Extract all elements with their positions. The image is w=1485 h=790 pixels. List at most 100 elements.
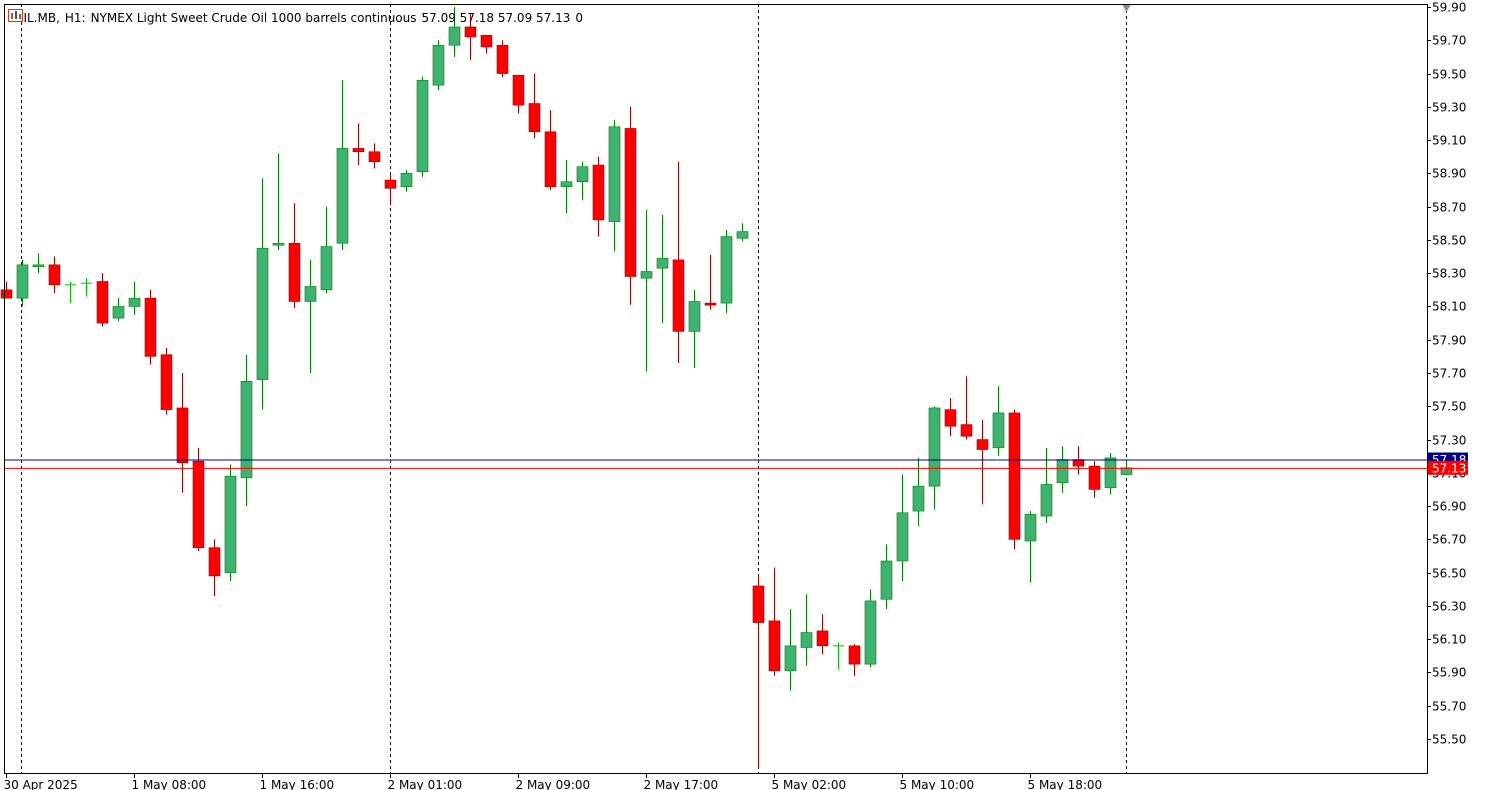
chart-shift-marker[interactable]	[1122, 5, 1131, 12]
candle-16[interactable]	[256, 178, 269, 410]
y-tick-label-12: 57.50	[1432, 400, 1466, 414]
candles[interactable]	[0, 7, 1133, 768]
candle-body	[624, 128, 637, 277]
candle-body	[176, 407, 189, 464]
candle-34[interactable]	[544, 110, 557, 190]
candle-0[interactable]	[0, 281, 13, 299]
candle-58[interactable]	[928, 406, 941, 510]
candle-17[interactable]	[272, 153, 285, 250]
candle-30[interactable]	[480, 34, 493, 54]
candle-24[interactable]	[384, 173, 397, 205]
candle-body	[880, 560, 893, 600]
candle-50[interactable]	[800, 594, 813, 666]
candle-27[interactable]	[432, 40, 445, 91]
candle-body	[128, 297, 141, 307]
candle-53[interactable]	[848, 644, 861, 676]
candle-body	[640, 271, 653, 279]
candle-body	[48, 264, 61, 286]
candle-51[interactable]	[816, 614, 829, 655]
y-tick-label-17: 56.50	[1432, 567, 1466, 581]
candle-6[interactable]	[96, 273, 109, 327]
candle-62[interactable]	[992, 386, 1005, 457]
candle-body	[688, 301, 701, 332]
candle-60[interactable]	[960, 376, 973, 440]
candle-7[interactable]	[112, 298, 125, 322]
candle-4[interactable]	[65, 281, 76, 304]
candle-28[interactable]	[448, 7, 461, 57]
candle-21[interactable]	[336, 80, 349, 250]
candle-41[interactable]	[656, 214, 669, 324]
candle-12[interactable]	[192, 447, 205, 552]
y-tick-label-15: 56.90	[1432, 500, 1466, 514]
candle-26[interactable]	[416, 76, 429, 177]
candle-47[interactable]	[752, 575, 765, 768]
candle-35[interactable]	[560, 160, 573, 214]
candle-body	[592, 164, 605, 221]
candle-64[interactable]	[1024, 511, 1037, 583]
candle-49[interactable]	[784, 609, 797, 691]
candle-48[interactable]	[768, 567, 781, 676]
candle-55[interactable]	[880, 544, 893, 610]
candle-9[interactable]	[144, 289, 157, 365]
candle-body	[528, 103, 541, 133]
candle-10[interactable]	[160, 348, 173, 415]
y-tick-label-19: 56.10	[1432, 633, 1466, 647]
candle-45[interactable]	[720, 229, 733, 314]
x-tick-label-6: 5 May 02:00	[772, 778, 847, 790]
y-tick-label-16: 56.70	[1432, 533, 1466, 547]
candle-body	[240, 381, 253, 479]
candle-40[interactable]	[640, 209, 653, 372]
candle-46[interactable]	[736, 223, 749, 242]
candle-31[interactable]	[496, 40, 509, 77]
candle-body	[1056, 459, 1069, 484]
candle-25[interactable]	[400, 170, 413, 192]
candle-69[interactable]	[1104, 452, 1117, 495]
indicator-list-icon[interactable]	[8, 9, 23, 22]
candle-42[interactable]	[672, 161, 685, 364]
candle-3[interactable]	[48, 256, 61, 294]
candle-body	[160, 354, 173, 410]
candle-body	[416, 79, 429, 172]
candle-33[interactable]	[528, 73, 541, 139]
candle-19[interactable]	[304, 259, 317, 373]
period-separators	[21, 4, 1127, 773]
candle-52[interactable]	[833, 642, 844, 670]
candle-65[interactable]	[1040, 447, 1053, 523]
candle-18[interactable]	[288, 203, 301, 309]
candle-44[interactable]	[704, 254, 717, 310]
candle-66[interactable]	[1056, 446, 1069, 493]
candle-13[interactable]	[208, 539, 221, 596]
candle-11[interactable]	[176, 373, 189, 493]
x-tick-label-7: 5 May 10:00	[900, 778, 975, 790]
candle-20[interactable]	[320, 206, 333, 294]
candle-1[interactable]	[16, 259, 29, 307]
candle-36[interactable]	[576, 161, 589, 200]
candle-22[interactable]	[352, 123, 365, 166]
candle-68[interactable]	[1088, 461, 1101, 498]
candle-70[interactable]	[1120, 459, 1133, 475]
candle-32[interactable]	[512, 74, 525, 114]
candle-59[interactable]	[944, 397, 957, 437]
candle-body	[736, 231, 749, 239]
candle-38[interactable]	[608, 120, 621, 252]
candle-23[interactable]	[368, 143, 381, 169]
candle-14[interactable]	[224, 464, 237, 581]
candle-body	[544, 131, 557, 187]
candle-body	[848, 645, 861, 665]
candle-61[interactable]	[976, 419, 989, 505]
candle-63[interactable]	[1008, 409, 1021, 550]
candle-body	[496, 44, 509, 74]
candle-5[interactable]	[81, 278, 92, 297]
candle-39[interactable]	[624, 106, 637, 305]
candle-2[interactable]	[32, 253, 45, 274]
candle-43[interactable]	[688, 289, 701, 369]
candle-54[interactable]	[864, 589, 877, 668]
candle-57[interactable]	[912, 457, 925, 527]
candle-56[interactable]	[896, 474, 909, 581]
candle-29[interactable]	[464, 13, 477, 61]
candle-8[interactable]	[128, 281, 141, 315]
candle-15[interactable]	[240, 354, 253, 507]
candle-37[interactable]	[592, 156, 605, 237]
